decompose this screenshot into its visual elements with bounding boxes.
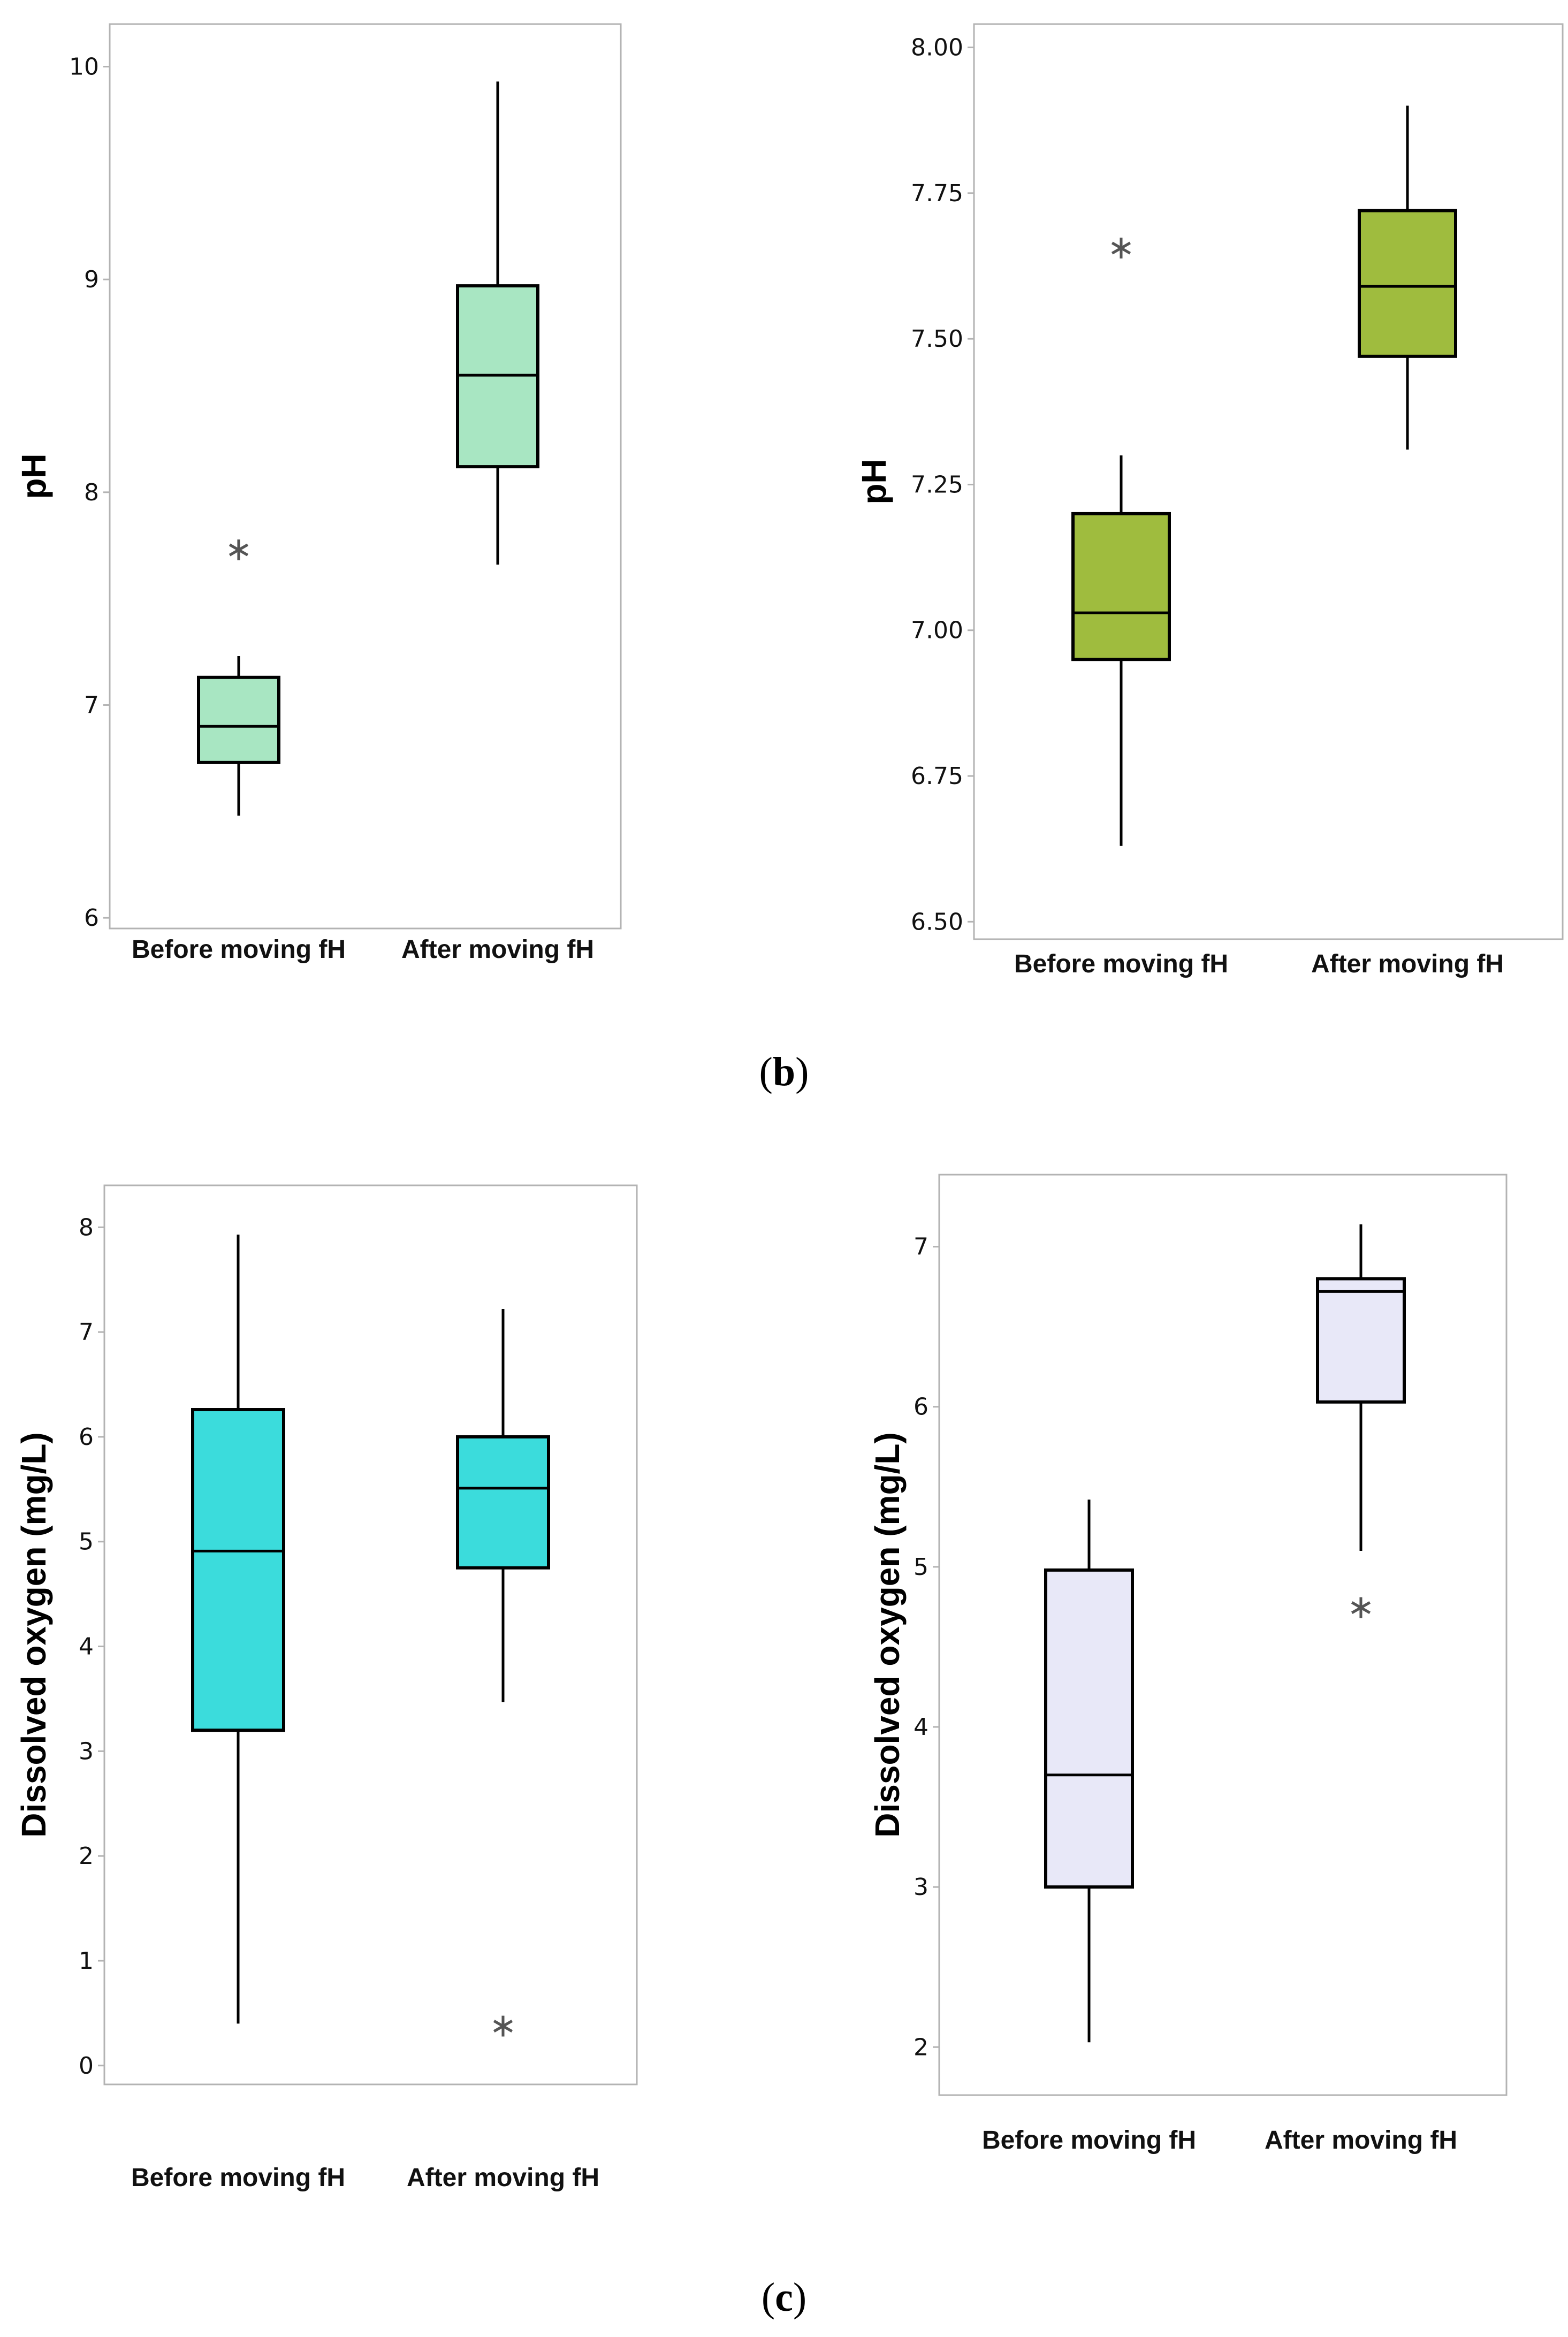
chart-2-category-label-1: After moving fH — [407, 2164, 599, 2192]
chart-1-y-tick-label-3: 7.25 — [911, 471, 963, 498]
chart-0-category-label-1: After moving fH — [401, 935, 594, 964]
chart-0-y-tick-label-2: 8 — [84, 479, 99, 506]
chart-2-y-tick-label-5: 5 — [79, 1528, 94, 1556]
chart-3-box-1 — [1316, 1277, 1406, 1404]
chart-0-y-tick-label-0: 6 — [84, 904, 99, 932]
chart-2-y-tick-label-2: 2 — [79, 1843, 94, 1870]
chart-2-y-axis-label: Dissolved oxygen (mg/L) — [14, 1432, 53, 1837]
chart-3-category-label-0: Before moving fH — [982, 2126, 1196, 2155]
chart-2-y-tick-label-0: 0 — [79, 2052, 94, 2080]
chart-0-outlier-0-0: ∗ — [225, 529, 253, 568]
ph-chart-left: 6 7 8 9 10 pH Before moving fH ∗ After moving fH — [14, 23, 622, 964]
chart-1-box-1 — [1358, 209, 1457, 358]
chart-2-y-tick-label-3: 3 — [79, 1738, 94, 1765]
chart-2-y-tick-label-6: 6 — [79, 1423, 94, 1451]
chart-0-category-label-0: Before moving fH — [132, 935, 346, 964]
chart-3-y-axis-label: Dissolved oxygen (mg/L) — [868, 1432, 907, 1837]
do-chart-left: 0 1 2 3 4 5 6 7 8 Dissolved oxygen (mg/L) Before m… — [14, 1184, 638, 2192]
chart-1-y-tick-label-4: 7.50 — [911, 325, 963, 353]
caption-b: (b) — [759, 1049, 809, 1094]
chart-1-y-tick-label-2: 7.00 — [911, 617, 963, 644]
chart-0-y-axis-label: pH — [14, 453, 53, 499]
chart-2-box-0 — [191, 1408, 285, 1732]
chart-2-box-1 — [456, 1435, 550, 1570]
chart-3-y-tick-label-5: 7 — [914, 1234, 928, 1261]
chart-1-y-tick-label-0: 6.50 — [911, 908, 963, 935]
chart-2-plot-frame — [103, 1184, 638, 2085]
chart-1-y-tick-label-5: 7.75 — [911, 180, 963, 207]
chart-1-y-tick-label-1: 6.75 — [911, 763, 963, 790]
chart-0-plot-frame — [109, 23, 622, 930]
chart-1-category-label-0: Before moving fH — [1014, 950, 1228, 978]
chart-1-outlier-0-0: ∗ — [1107, 227, 1135, 267]
chart-1-category-label-1: After moving fH — [1311, 950, 1504, 978]
chart-0-y-tick-label-3: 9 — [84, 266, 99, 293]
chart-2-y-tick-label-4: 4 — [79, 1633, 94, 1661]
chart-3-box-0 — [1044, 1568, 1134, 1889]
chart-0-y-tick-label-1: 7 — [84, 691, 99, 719]
chart-1-plot-frame — [973, 23, 1564, 940]
chart-2-y-tick-label-7: 7 — [79, 1319, 94, 1346]
chart-3-category-label-1: After moving fH — [1265, 2126, 1457, 2155]
chart-3-y-tick-label-2: 4 — [914, 1714, 928, 1741]
chart-0-box-0 — [197, 675, 280, 764]
ph-chart-right: 6.50 6.75 7.00 7.25 7.50 7.75 8.00 pH Before mov… — [855, 23, 1564, 978]
chart-0-y-tick-label-4: 10 — [69, 54, 99, 81]
chart-1-box-0 — [1071, 512, 1171, 661]
chart-1-y-axis-label: pH — [855, 459, 893, 504]
caption-c: (c) — [761, 2275, 807, 2320]
chart-2-outlier-1-0: ∗ — [489, 2005, 517, 2044]
chart-3-y-tick-label-1: 3 — [914, 1874, 928, 1901]
chart-1-y-tick-label-6: 8.00 — [911, 34, 963, 62]
chart-2-y-tick-label-1: 1 — [79, 1947, 94, 1975]
chart-3-plot-frame — [938, 1174, 1508, 2096]
chart-3-y-tick-label-3: 5 — [914, 1554, 928, 1581]
chart-2-category-label-0: Before moving fH — [131, 2164, 345, 2192]
chart-3-outlier-1-0: ∗ — [1347, 1587, 1375, 1626]
chart-3-y-tick-label-0: 2 — [914, 2034, 928, 2061]
do-chart-right: 2 3 4 5 6 7 Dissolved oxygen (mg/L) Before movi… — [868, 1174, 1508, 2155]
chart-3-y-tick-label-4: 6 — [914, 1394, 928, 1421]
chart-2-y-tick-label-8: 8 — [79, 1214, 94, 1241]
